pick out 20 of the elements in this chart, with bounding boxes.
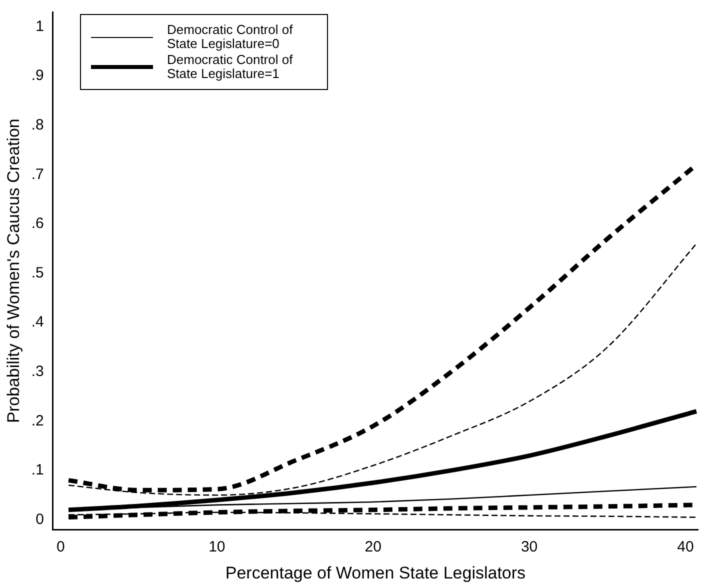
x-tick-label: 0 [56, 538, 65, 556]
y-tick-label: .1 [31, 462, 44, 479]
x-tick-label: 40 [677, 538, 694, 556]
legend-label: Democratic Control of State Legislature=1 [167, 52, 294, 81]
y-tick-label: .2 [31, 412, 44, 430]
x-tick-label: 20 [364, 538, 382, 556]
y-tick-label: 1 [36, 18, 44, 35]
y-tick-label: .9 [31, 67, 44, 84]
y-axis-title: Probability of Women's Caucus Creation [4, 118, 23, 423]
y-tick-label: .4 [31, 314, 44, 331]
x-axis-title: Percentage of Women State Legislators [225, 563, 526, 582]
x-tick-label: 10 [208, 538, 226, 556]
y-tick-label: 0 [36, 510, 44, 528]
y-tick-label: .5 [31, 264, 44, 282]
x-tick-label: 30 [520, 538, 538, 556]
y-tick-label: .3 [31, 362, 44, 380]
y-tick-label: .6 [31, 215, 44, 232]
y-tick-label: .7 [31, 166, 44, 183]
y-tick-label: .8 [31, 116, 44, 134]
legend-label: Democratic Control of State Legislature=0 [167, 22, 294, 51]
